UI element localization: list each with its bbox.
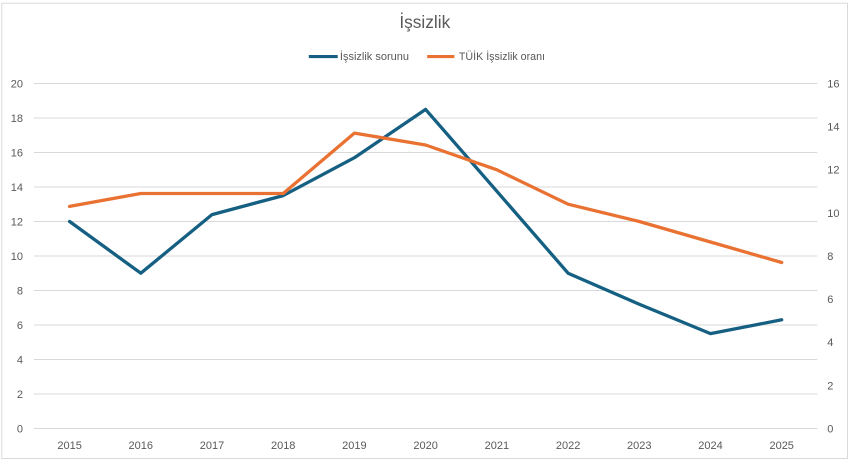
svg-text:18: 18 xyxy=(11,113,23,125)
svg-text:İşsizlik sorunu: İşsizlik sorunu xyxy=(340,50,409,63)
svg-text:2: 2 xyxy=(17,389,23,401)
svg-text:14: 14 xyxy=(11,182,23,194)
svg-text:2015: 2015 xyxy=(57,440,81,452)
svg-text:2: 2 xyxy=(827,380,833,392)
svg-text:2017: 2017 xyxy=(200,440,224,452)
svg-text:12: 12 xyxy=(827,165,839,177)
svg-text:8: 8 xyxy=(827,251,833,263)
svg-text:İşsizlik: İşsizlik xyxy=(399,12,450,32)
svg-text:6: 6 xyxy=(827,294,833,306)
svg-text:2023: 2023 xyxy=(627,440,651,452)
svg-text:2019: 2019 xyxy=(342,440,366,452)
svg-text:14: 14 xyxy=(827,122,839,134)
svg-text:0: 0 xyxy=(17,423,23,435)
svg-text:10: 10 xyxy=(827,208,839,220)
svg-text:2022: 2022 xyxy=(556,440,580,452)
svg-text:2018: 2018 xyxy=(271,440,295,452)
svg-text:16: 16 xyxy=(827,78,839,90)
svg-text:2025: 2025 xyxy=(769,440,793,452)
svg-text:2021: 2021 xyxy=(485,440,509,452)
svg-text:2020: 2020 xyxy=(413,440,437,452)
svg-text:6: 6 xyxy=(17,320,23,332)
svg-text:20: 20 xyxy=(11,78,23,90)
svg-text:2016: 2016 xyxy=(129,440,153,452)
svg-text:0: 0 xyxy=(827,423,833,435)
svg-text:4: 4 xyxy=(827,337,833,349)
svg-text:12: 12 xyxy=(11,216,23,228)
svg-text:8: 8 xyxy=(17,285,23,297)
svg-text:4: 4 xyxy=(17,354,23,366)
svg-text:TÜİK İşsizlik oranı: TÜİK İşsizlik oranı xyxy=(459,50,545,63)
svg-text:2024: 2024 xyxy=(698,440,722,452)
svg-text:10: 10 xyxy=(11,251,23,263)
svg-text:16: 16 xyxy=(11,147,23,159)
